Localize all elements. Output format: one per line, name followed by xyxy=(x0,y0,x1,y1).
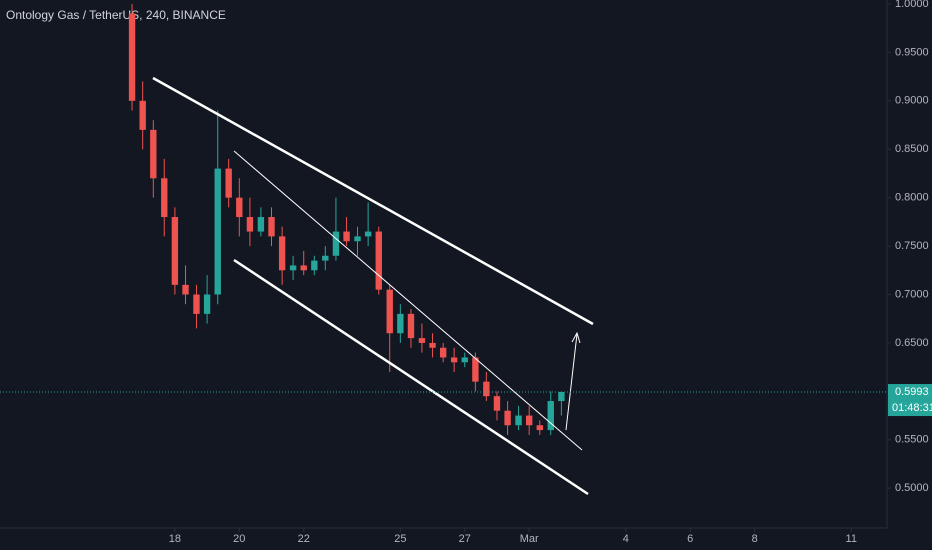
y-tick-label: 0.5500 xyxy=(895,434,929,446)
x-tick-label: 6 xyxy=(687,533,693,545)
candle-body xyxy=(289,265,297,271)
candle-body xyxy=(182,284,189,295)
candle-body xyxy=(332,231,340,256)
arrow xyxy=(565,333,578,431)
candle-body xyxy=(203,294,211,314)
candle-body xyxy=(193,294,200,314)
x-tick-label: 8 xyxy=(752,533,758,545)
y-tick-label: 0.8000 xyxy=(895,192,929,204)
candle-body xyxy=(128,13,136,101)
candle-body xyxy=(236,197,243,218)
candle-body xyxy=(397,313,404,334)
y-tick-label: 0.9000 xyxy=(895,95,929,107)
y-tick-label: 0.7500 xyxy=(895,240,929,252)
candle-body xyxy=(161,178,168,218)
candle-body xyxy=(558,392,565,402)
y-tick-label: 0.5000 xyxy=(895,482,929,494)
trend-line xyxy=(233,258,589,496)
candle-body xyxy=(150,129,157,179)
candle-body xyxy=(300,265,307,271)
x-tick-label: 22 xyxy=(298,533,310,545)
countdown-label: 01:48:31 xyxy=(892,402,932,414)
x-tick-label: 25 xyxy=(394,533,406,545)
candle-body xyxy=(493,396,501,411)
candle-body xyxy=(171,217,179,285)
y-tick-label: 0.9500 xyxy=(895,46,929,58)
y-tick-label: 0.7000 xyxy=(895,288,929,300)
trend-line xyxy=(233,150,583,451)
chart-title: Ontology Gas / TetherUS, 240, BINANCE xyxy=(6,8,226,22)
x-tick-label: 4 xyxy=(623,533,629,545)
candle-body xyxy=(515,415,522,426)
countdown-box xyxy=(888,400,932,417)
candle-body xyxy=(386,289,393,334)
x-tick-label: 20 xyxy=(233,533,245,545)
arrow-head xyxy=(571,331,581,344)
x-tick-label: 11 xyxy=(846,533,857,545)
candle-body xyxy=(268,217,275,237)
candle-body xyxy=(311,260,318,271)
last-price-label: 0.5993 xyxy=(895,386,929,398)
candle-body xyxy=(343,231,350,242)
candle-body xyxy=(139,100,146,130)
candle-body xyxy=(450,357,458,363)
candle-body xyxy=(246,217,254,232)
candle-body xyxy=(429,342,436,348)
candle-body xyxy=(214,168,221,295)
y-tick-label: 0.8500 xyxy=(895,143,929,155)
y-tick-label: 1.0000 xyxy=(895,0,929,10)
candle-body xyxy=(504,410,511,426)
candle-body xyxy=(525,415,533,426)
candle-body xyxy=(418,338,426,343)
candle-body xyxy=(439,347,447,358)
candle-body xyxy=(536,425,543,431)
trend-line xyxy=(152,76,594,326)
candle-body xyxy=(225,168,232,198)
candle-body xyxy=(472,357,479,382)
candle-body xyxy=(364,231,372,237)
y-tick-label: 0.6500 xyxy=(895,337,929,349)
x-tick-label: 18 xyxy=(169,533,181,545)
candle-body xyxy=(407,313,415,339)
candle-body xyxy=(483,381,490,397)
candle-body xyxy=(278,236,286,271)
last-price-box xyxy=(888,384,932,401)
candle-body xyxy=(257,217,265,232)
drawings xyxy=(152,76,594,496)
candle-body xyxy=(322,255,329,261)
x-tick-label: 27 xyxy=(459,533,471,545)
candle-body xyxy=(375,231,382,290)
candle-body xyxy=(547,401,554,431)
candle-body xyxy=(354,236,361,242)
candle-body xyxy=(461,357,468,363)
x-tick-label: Mar xyxy=(520,533,539,545)
